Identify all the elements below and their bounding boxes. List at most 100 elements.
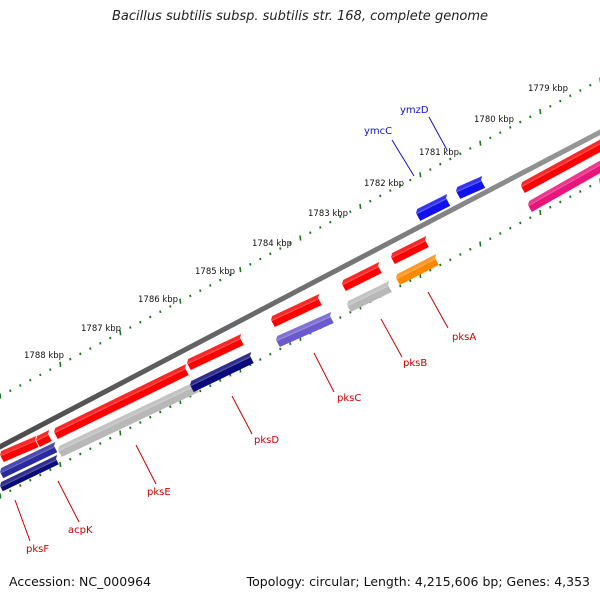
gene-pksF-highlight (0, 459, 57, 488)
outer-ruler-tick (289, 241, 292, 245)
cds-fwd-2-top (36, 430, 50, 440)
cds-fwd-6 (341, 262, 382, 292)
gene-pksD (189, 352, 254, 393)
inner-ruler-tick (139, 421, 142, 424)
leader-pksC (313, 352, 335, 393)
cds-fwd-4-highlight (186, 338, 241, 365)
gene-pksB (346, 281, 392, 313)
genome-stats-text: Topology: circular; Length: 4,215,606 bp… (246, 574, 590, 589)
cds-rev-pink (527, 160, 600, 213)
outer-ruler-tick (589, 83, 592, 87)
outer-ruler-tick (549, 104, 552, 108)
inner-ruler-tick (59, 461, 62, 468)
leader-pksF (14, 499, 31, 542)
cds-rev-pink-face (528, 164, 600, 213)
outer-ruler-tick (569, 94, 572, 98)
cds-fwd-4-top (187, 334, 242, 363)
outer-ruler-tick (349, 210, 352, 214)
gene-pksB-top (347, 281, 390, 305)
outer-ruler-tick (579, 89, 582, 92)
gene-pksD-highlight (189, 356, 251, 387)
inner-ruler-tick (109, 436, 112, 440)
cds-fwd-2-face (36, 434, 52, 448)
inner-ruler-tick (439, 263, 442, 267)
cds-fwd-3-highlight (53, 368, 186, 434)
gene-pksA-highlight (395, 258, 436, 280)
inner-ruler-tick (219, 379, 222, 382)
outer-ruler-tick (409, 178, 412, 182)
outer-ruler-tick (309, 231, 312, 235)
inner-ruler-tick (289, 342, 292, 346)
inner-ruler-tick (209, 384, 212, 388)
cds-fwd-1-face (0, 440, 39, 463)
accession-text: Accession: NC_000964 (9, 574, 152, 589)
inner-ruler-tick (529, 216, 532, 220)
inner-ruler-tick (399, 284, 402, 288)
outer-ruler-tick (99, 341, 102, 345)
outer-ruler-tick (499, 131, 502, 135)
inner-ruler-tick (539, 209, 542, 216)
outer-ruler-tick (39, 373, 42, 377)
cds-fwd-3-face (54, 368, 189, 440)
outer-ruler-tick (379, 194, 382, 198)
outer-ruler-tick (339, 215, 342, 219)
outer-ruler-tick (249, 262, 252, 266)
tick-label-1786: 1786 kbp (138, 295, 178, 305)
outer-ruler-tick (9, 389, 12, 393)
gene-labels: ymcC ymzD pksA pksB pksC pksD pksE acpK … (26, 105, 476, 555)
outer-scale-ruler (0, 77, 600, 399)
outer-ruler-tick (559, 99, 562, 103)
inner-ruler-tick (0, 493, 2, 499)
outer-ruler-tick (129, 326, 132, 329)
outer-ruler-tick (109, 336, 112, 340)
leader-pksD (231, 395, 253, 435)
inner-ruler-tick (569, 195, 572, 199)
outer-ruler-tick (529, 115, 532, 119)
cds-fwd-7-highlight (390, 240, 426, 259)
gene-pksB-highlight (346, 285, 389, 307)
gene-pksC-highlight (275, 316, 331, 342)
outer-ruler-tick (179, 298, 182, 304)
outer-ruler-tick (199, 289, 202, 293)
cds-fwd-6-top (342, 262, 380, 284)
leader-ymzD (428, 116, 448, 151)
outer-ruler-tick (429, 168, 432, 171)
cds-fwd-8-top (521, 139, 600, 186)
tick-label-1780: 1780 kbp (474, 115, 514, 125)
outer-ruler-tick (479, 140, 482, 146)
backbone-line (0, 129, 600, 450)
leader-ymcC (391, 139, 415, 177)
outer-ruler-tick (159, 310, 162, 314)
gene-pksB-face (347, 285, 392, 313)
cds-fwd-1 (0, 436, 39, 463)
gene-pksD-face (190, 356, 254, 393)
gene-ymzD-face (456, 180, 486, 199)
cds-fwd-2-highlight (35, 434, 49, 442)
inner-ruler-tick (409, 279, 412, 283)
cds-fwd-8 (520, 139, 600, 194)
inner-ruler-tick (459, 253, 462, 256)
tick-label-1781: 1781 kbp (419, 148, 459, 158)
inner-ruler-tick (49, 468, 52, 472)
gene-label-acpK: acpK (68, 525, 93, 536)
gene-ymcC-top (416, 194, 448, 213)
outer-ruler-tick (89, 347, 92, 350)
cds-fwd-6-highlight (341, 266, 379, 286)
gene-pksF-face (0, 459, 59, 492)
inner-ruler-tick (229, 373, 232, 377)
outer-ruler-tick (139, 320, 142, 324)
label-leaders (14, 116, 449, 542)
inner-ruler-tick (39, 473, 42, 477)
gene-pksD-top (190, 352, 252, 385)
inner-ruler-tick (469, 247, 472, 251)
cds-fwd-5-face (271, 298, 322, 328)
gene-pksE-face (58, 385, 199, 458)
genome-backbone (0, 129, 600, 450)
gene-ymcC (415, 194, 451, 221)
inner-ruler-tick (429, 268, 432, 272)
outer-ruler-tick (189, 294, 192, 298)
inner-ruler-tick (509, 226, 512, 230)
inner-ruler-tick (499, 232, 502, 235)
cds-fwd-5-highlight (270, 298, 319, 322)
gene-label-pksA: pksA (452, 332, 476, 343)
